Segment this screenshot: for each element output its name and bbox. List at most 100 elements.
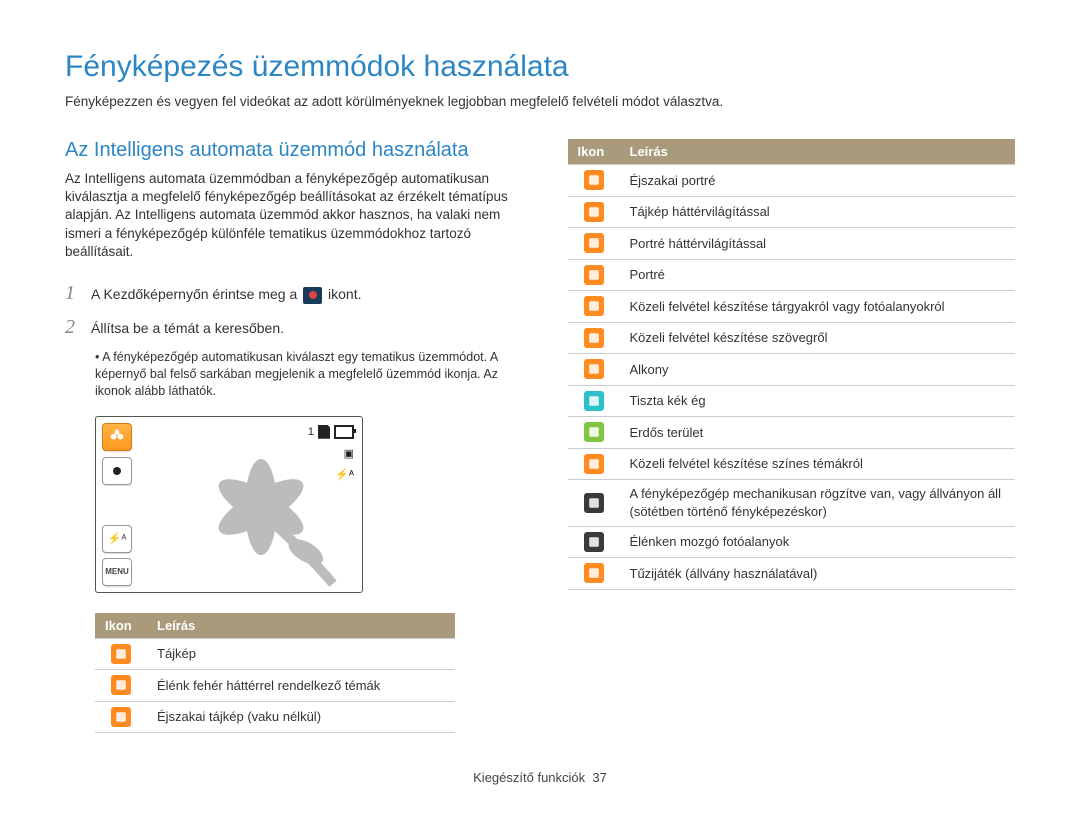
desc-cell: Élénken mozgó fotóalanyok xyxy=(620,526,1016,558)
portrait-icon xyxy=(584,265,604,285)
icon-cell xyxy=(568,385,620,417)
desc-cell: Alkony xyxy=(620,354,1016,386)
page-footer: Kiegészítő funkciók 37 xyxy=(0,770,1080,785)
step-1: 1 A Kezdőképernyőn érintse meg a ikont. xyxy=(65,281,513,305)
sd-icon xyxy=(318,425,330,439)
icon-cell xyxy=(568,322,620,354)
icon-table-left: Ikon Leírás TájképÉlénk fehér háttérrel … xyxy=(95,613,455,734)
count-indicator: 1 xyxy=(308,426,314,438)
icon-cell xyxy=(568,291,620,323)
battery-icon xyxy=(334,425,354,439)
bullet-text: A fényképezőgép automatikusan kiválaszt … xyxy=(95,350,498,398)
smart-auto-icon xyxy=(303,287,322,304)
fireworks-icon xyxy=(584,563,604,583)
icon-cell xyxy=(568,259,620,291)
action-icon xyxy=(584,532,604,552)
photo-size-icon: ▣ xyxy=(344,447,354,460)
icon-cell xyxy=(568,526,620,558)
table-row: Alkony xyxy=(568,354,1016,386)
backlight-landscape-icon xyxy=(584,202,604,222)
desc-cell: Portré xyxy=(620,259,1016,291)
step-bullet: • A fényképezőgép automatikusan kiválasz… xyxy=(95,349,513,400)
landscape-icon xyxy=(111,644,131,664)
desc-cell: Tájkép xyxy=(147,638,455,670)
menu-button[interactable]: MENU xyxy=(102,558,132,586)
section-title: Az Intelligens automata üzemmód használa… xyxy=(65,139,513,162)
page-subtitle: Fényképezzen és vegyen fel videókat az a… xyxy=(65,94,1015,109)
table-row: A fényképezőgép mechanikusan rögzítve va… xyxy=(568,480,1016,526)
camera-preview: ⚡ᴬ MENU 1 ▣ ⚡ᴬ xyxy=(95,416,363,593)
table-row: Közeli felvétel készítése szövegről xyxy=(568,322,1016,354)
flash-auto-icon[interactable]: ⚡ᴬ xyxy=(102,525,132,553)
table-row: Éjszakai portré xyxy=(568,165,1016,197)
night-icon xyxy=(111,707,131,727)
icon-cell xyxy=(568,165,620,197)
icon-cell xyxy=(568,354,620,386)
white-icon xyxy=(111,675,131,695)
icon-table-right: Ikon Leírás Éjszakai portréTájkép háttér… xyxy=(568,139,1016,590)
table-row: Élénk fehér háttérrel rendelkező témák xyxy=(95,670,455,702)
icon-cell xyxy=(95,701,147,733)
table-row: Tiszta kék ég xyxy=(568,385,1016,417)
table-row: Erdős terület xyxy=(568,417,1016,449)
backlight-portrait-icon xyxy=(584,233,604,253)
step-post: ikont. xyxy=(328,286,361,302)
icon-cell xyxy=(568,448,620,480)
footer-page: 37 xyxy=(592,770,606,785)
sunset-icon xyxy=(584,359,604,379)
macro-color-icon xyxy=(584,454,604,474)
desc-cell: Éjszakai tájkép (vaku nélkül) xyxy=(147,701,455,733)
tripod-icon xyxy=(584,493,604,513)
step-text: Állítsa be a témát a keresőben. xyxy=(91,315,513,339)
macro-object-icon xyxy=(584,296,604,316)
desc-cell: Tűzijáték (állvány használatával) xyxy=(620,558,1016,590)
desc-cell: Közeli felvétel készítése tárgyakról vag… xyxy=(620,291,1016,323)
icon-cell xyxy=(95,638,147,670)
macro-text-icon xyxy=(584,328,604,348)
th-icon: Ikon xyxy=(95,613,147,639)
desc-cell: Erdős terület xyxy=(620,417,1016,449)
desc-cell: Tiszta kék ég xyxy=(620,385,1016,417)
th-desc: Leírás xyxy=(147,613,455,639)
desc-cell: Élénk fehér háttérrel rendelkező témák xyxy=(147,670,455,702)
icon-cell xyxy=(568,417,620,449)
mode-macro-icon[interactable] xyxy=(102,423,132,451)
section-body: Az Intelligens automata üzemmódban a fén… xyxy=(65,170,513,261)
icon-cell xyxy=(568,480,620,526)
desc-cell: Közeli felvétel készítése színes témákró… xyxy=(620,448,1016,480)
step-pre: Állítsa be a témát a keresőben. xyxy=(91,320,284,336)
status-indicators: 1 xyxy=(308,425,354,439)
desc-cell: A fényképezőgép mechanikusan rögzítve va… xyxy=(620,480,1016,526)
desc-cell: Tájkép háttérvilágítással xyxy=(620,196,1016,228)
th-desc: Leírás xyxy=(620,139,1016,165)
table-row: Közeli felvétel készítése tárgyakról vag… xyxy=(568,291,1016,323)
step-pre: A Kezdőképernyőn érintse meg a xyxy=(91,286,301,302)
desc-cell: Éjszakai portré xyxy=(620,165,1016,197)
table-row: Élénken mozgó fotóalanyok xyxy=(568,526,1016,558)
step-text: A Kezdőképernyőn érintse meg a ikont. xyxy=(91,281,513,305)
record-button-icon[interactable] xyxy=(102,457,132,485)
step-num: 1 xyxy=(65,281,81,305)
icon-cell xyxy=(568,196,620,228)
step-2: 2 Állítsa be a témát a keresőben. xyxy=(65,315,513,339)
step-num: 2 xyxy=(65,315,81,339)
night-portrait-icon xyxy=(584,170,604,190)
table-row: Éjszakai tájkép (vaku nélkül) xyxy=(95,701,455,733)
table-row: Portré háttérvilágítással xyxy=(568,228,1016,260)
table-row: Portré xyxy=(568,259,1016,291)
page-title: Fényképezés üzemmódok használata xyxy=(65,50,1015,84)
table-row: Tájkép háttérvilágítással xyxy=(568,196,1016,228)
desc-cell: Közeli felvétel készítése szövegről xyxy=(620,322,1016,354)
table-row: Tűzijáték (állvány használatával) xyxy=(568,558,1016,590)
icon-cell xyxy=(568,228,620,260)
footer-label: Kiegészítő funkciók xyxy=(473,770,585,785)
icon-cell xyxy=(568,558,620,590)
icon-cell xyxy=(95,670,147,702)
th-icon: Ikon xyxy=(568,139,620,165)
flash-indicator-icon: ⚡ᴬ xyxy=(335,468,354,481)
table-row: Közeli felvétel készítése színes témákró… xyxy=(568,448,1016,480)
desc-cell: Portré háttérvilágítással xyxy=(620,228,1016,260)
forest-icon xyxy=(584,422,604,442)
bluesky-icon xyxy=(584,391,604,411)
table-row: Tájkép xyxy=(95,638,455,670)
